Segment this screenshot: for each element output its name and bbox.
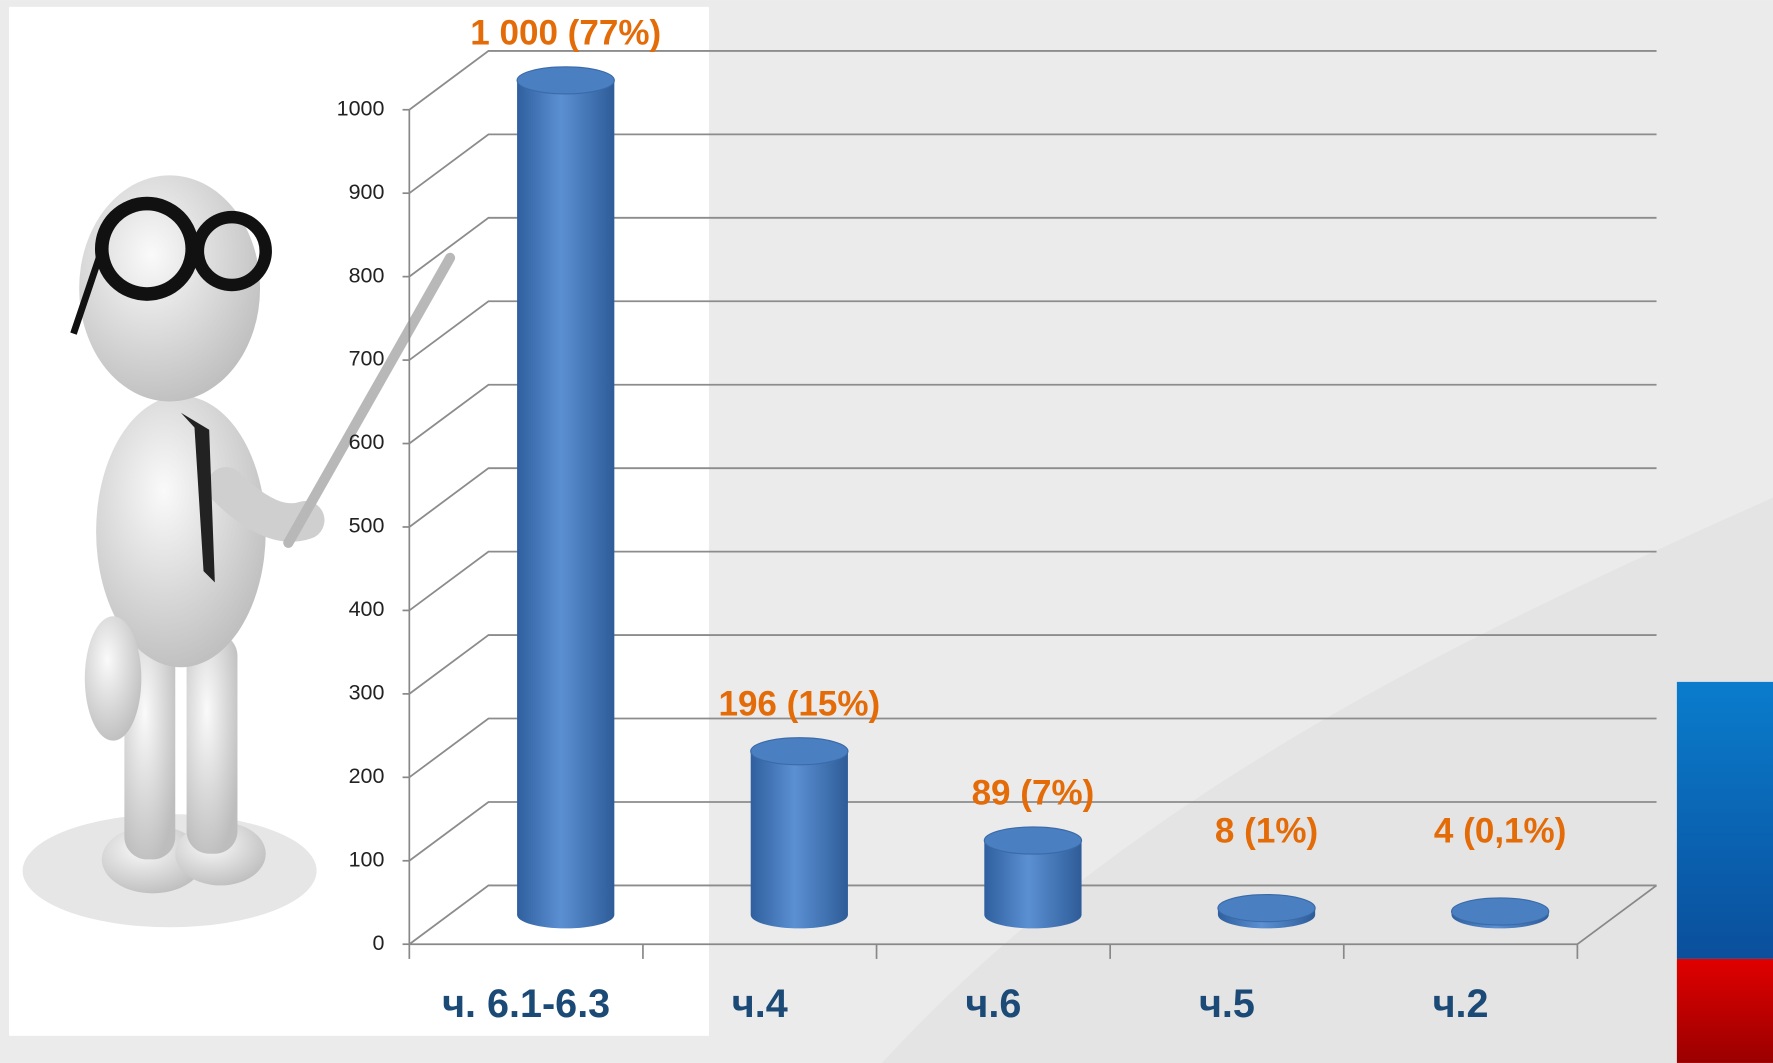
grid-line xyxy=(408,383,1657,445)
grid-line xyxy=(408,467,1657,528)
bar xyxy=(516,66,615,929)
y-tick-label: 900 xyxy=(349,180,385,204)
x-tick-label: ч.2 xyxy=(1433,982,1489,1026)
grid-line xyxy=(408,133,1657,194)
value-label: 1 000 (77%) xyxy=(470,13,661,52)
y-tick-label: 100 xyxy=(349,847,385,871)
grid-line xyxy=(408,634,1657,695)
y-tick-label: 1000 xyxy=(337,96,385,120)
bar xyxy=(983,826,1083,929)
grid-line xyxy=(408,801,1657,862)
bar xyxy=(750,737,849,929)
bar-top xyxy=(750,737,849,766)
x-tick-label: ч.6 xyxy=(965,982,1021,1026)
grid-line xyxy=(408,216,1657,278)
plot-area: 0 100 200 300 400 500 600 700 800 900 1000 ч. 6.1-6… xyxy=(337,13,1658,1026)
y-tick-label: 600 xyxy=(349,430,385,454)
value-label: 8 (1%) xyxy=(1215,812,1318,851)
x-tick-label: ч. 6.1-6.3 xyxy=(442,982,610,1026)
y-tick-label: 400 xyxy=(349,597,385,621)
bar-top xyxy=(1217,894,1316,923)
bar-body xyxy=(984,840,1082,929)
bar-body xyxy=(517,80,615,929)
bar-body xyxy=(750,751,848,929)
grid-line xyxy=(408,50,1657,111)
y-tick-label: 300 xyxy=(349,681,385,705)
bar-top xyxy=(983,826,1083,855)
bar xyxy=(1450,897,1550,929)
y-tick-label: 800 xyxy=(349,263,385,287)
grid-line xyxy=(408,717,1657,779)
flag-red xyxy=(1676,958,1773,1063)
grid-line xyxy=(408,884,1657,945)
y-tick-label: 0 xyxy=(372,931,384,955)
decor-swoosh xyxy=(881,497,1773,1063)
grid-line xyxy=(408,300,1657,361)
y-tick-label: 500 xyxy=(349,514,385,538)
grid-line xyxy=(408,550,1657,612)
y-tick-label: 700 xyxy=(349,347,385,371)
figure-illustration xyxy=(22,175,456,928)
floor-right xyxy=(1576,884,1658,945)
bar xyxy=(1217,894,1316,929)
value-label: 196 (15%) xyxy=(718,684,880,723)
y-tick-label: 200 xyxy=(349,764,385,788)
x-tick-label: ч.4 xyxy=(732,982,788,1026)
x-tick-label: ч.5 xyxy=(1199,982,1255,1026)
flag-blue xyxy=(1676,681,1773,959)
value-label: 4 (0,1%) xyxy=(1434,812,1566,851)
value-label: 89 (7%) xyxy=(972,774,1095,813)
bar-top xyxy=(1450,897,1550,926)
bar-top xyxy=(516,66,615,95)
